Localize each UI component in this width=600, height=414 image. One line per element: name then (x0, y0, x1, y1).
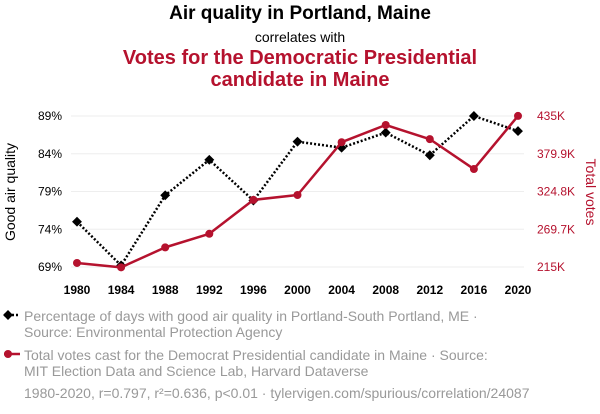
right-tick-label: 215K (537, 260, 565, 274)
footnote: 1980-2020, r=0.797, r²=0.636, p<0.01 · t… (24, 385, 530, 401)
votes-data-point (117, 263, 126, 272)
legend-item-votes-line-2: MIT Election Data and Science Lab, Harva… (24, 363, 369, 379)
air-quality-data-point (72, 216, 82, 227)
x-tick-label: 1996 (240, 283, 267, 297)
chart-subtitle-line-2: candidate in Maine (210, 69, 390, 91)
left-tick-label: 89% (38, 109, 62, 123)
air-quality-data-point (160, 190, 171, 201)
left-tick-label: 69% (38, 260, 62, 274)
right-tick-label: 379.9K (537, 147, 575, 161)
right-tick-label: 435K (537, 109, 565, 123)
legend-item-votes: Total votes cast for the Democrat Presid… (24, 347, 488, 379)
air-quality-series-line (76, 114, 519, 267)
x-tick-label: 2020 (505, 283, 532, 297)
left-tick-label: 84% (38, 147, 62, 161)
legend-item-votes-line-1: Total votes cast for the Democrat Presid… (24, 347, 488, 363)
votes-data-point (469, 165, 478, 174)
votes-data-point (161, 243, 170, 252)
chart-subtitle-line-1: Votes for the Democratic Presidential (122, 47, 478, 69)
left-axis-title: Good air quality (2, 143, 18, 241)
legend-markers (3, 310, 20, 358)
legend-item-air-quality-line-1: Percentage of days with good air quality… (24, 308, 478, 324)
chart-subtitle: Votes for the Democratic Presidential ca… (0, 47, 600, 91)
x-tick-label: 1980 (64, 283, 91, 297)
legend-marker-votes (4, 350, 12, 358)
legend-item-air-quality: Percentage of days with good air quality… (24, 308, 478, 340)
x-tick-label: 1988 (152, 283, 179, 297)
air-quality-data-point (292, 136, 303, 147)
chart-title: Air quality in Portland, Maine (169, 3, 431, 24)
air-quality-data-point (468, 111, 479, 121)
left-tick-label: 79% (38, 185, 62, 199)
votes-data-point (73, 258, 81, 267)
votes-data-point (514, 111, 522, 120)
x-tick-label: 2000 (284, 283, 311, 297)
votes-data-point (249, 195, 258, 204)
votes-data-point (205, 229, 214, 238)
x-tick-label: 1984 (108, 283, 135, 297)
left-tick-label: 74% (38, 222, 62, 236)
legend-item-air-quality-line-2: Source: Environmental Protection Agency (24, 324, 283, 340)
x-tick-label: 2004 (328, 283, 355, 297)
right-tick-label: 269.7K (537, 222, 575, 236)
votes-data-point (381, 120, 390, 129)
x-tick-label: 2016 (461, 283, 488, 297)
votes-data-point (293, 191, 302, 200)
votes-data-point (337, 138, 346, 147)
air-quality-data-point (513, 126, 523, 137)
axis-ticks: 69% 74% 79% 84% 89% 215K 269.7K 324.8K 379.9K 435… (38, 109, 575, 297)
legend-marker-air-quality (3, 310, 13, 320)
x-tick-label: 2012 (416, 283, 443, 297)
air-quality-data-point (380, 127, 391, 138)
votes-data-point (425, 135, 434, 144)
air-quality-data-point (204, 154, 215, 165)
right-tick-label: 324.8K (537, 185, 575, 199)
x-tick-label: 1992 (196, 283, 223, 297)
right-axis-title: Total votes (583, 159, 599, 226)
series-layer (72, 111, 523, 272)
x-tick-label: 2008 (372, 283, 399, 297)
chart-connector-text: correlates with (254, 29, 346, 45)
